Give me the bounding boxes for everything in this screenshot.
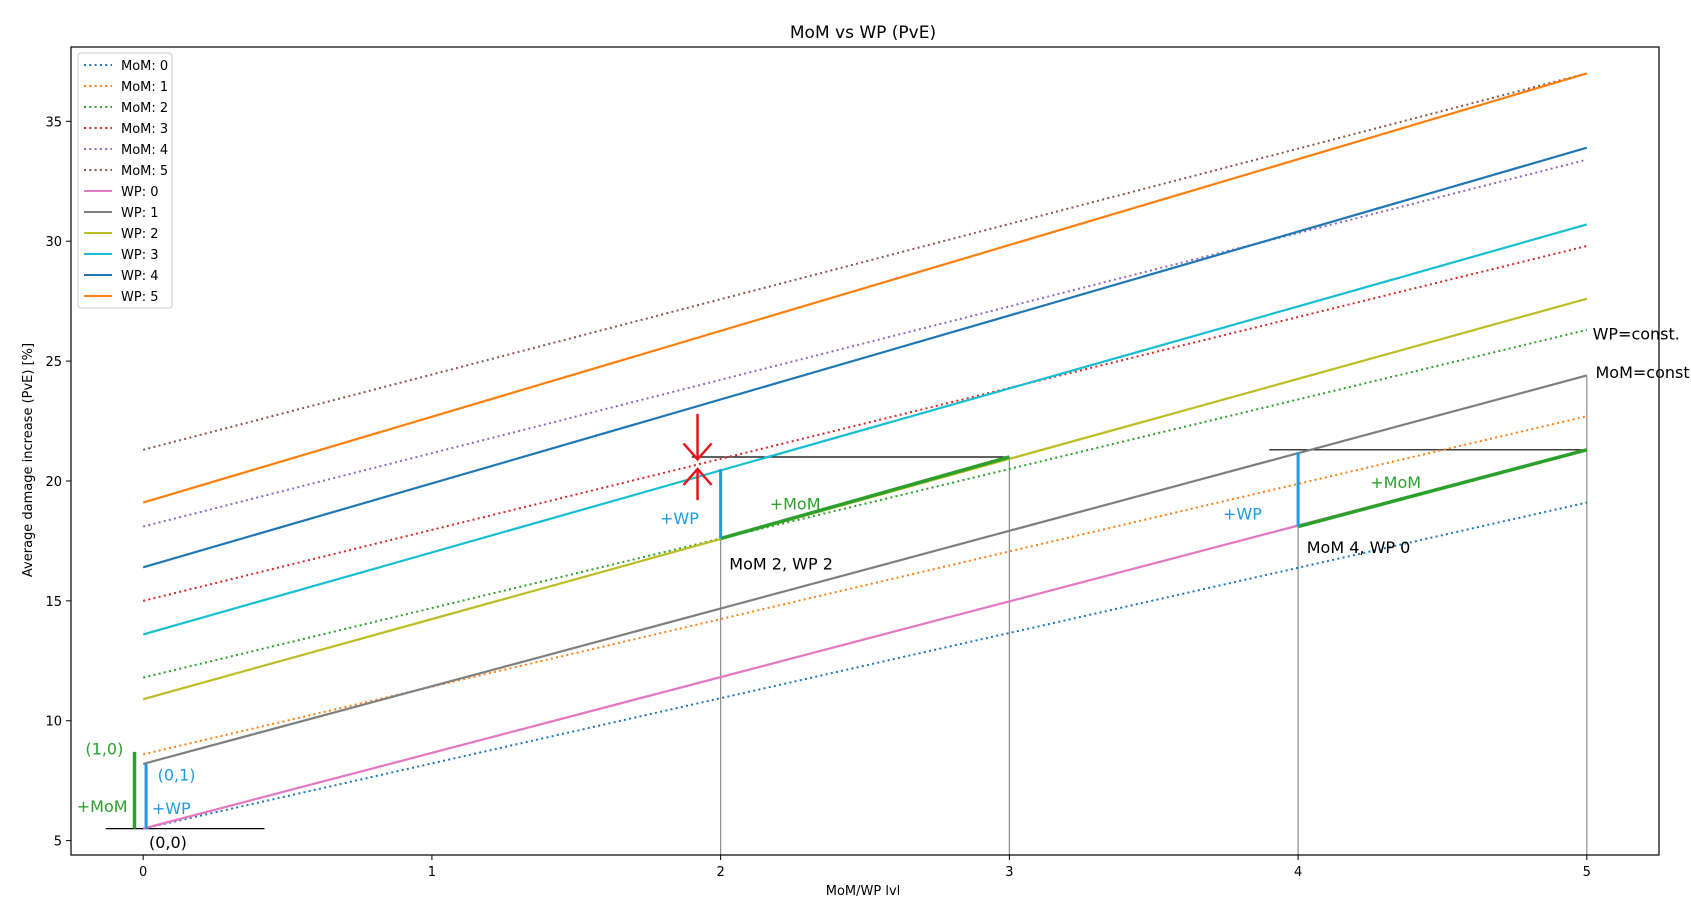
y-tick-label: 30 — [45, 235, 62, 250]
x-tick-label: 3 — [1005, 865, 1013, 880]
y-tick-label: 15 — [45, 595, 62, 610]
annotation-text: WP=const. — [1593, 325, 1680, 344]
legend-entry: WP: 1 — [121, 206, 158, 221]
annotations: (1,0) (0,1) +MoM +WP (0,0) +WP +MoM MoM 2, WP 2… — [77, 325, 1691, 852]
step-bars — [132, 448, 1588, 829]
legend-entry: WP: 0 — [121, 185, 158, 200]
legend-box — [77, 52, 173, 309]
axes: 0 1 2 3 4 5 5 10 15 20 25 30 35 — [45, 46, 1660, 880]
legend: MoM: 0 MoM: 1 MoM: 2 MoM: 3 MoM: 4 MoM: 5 WP: … — [77, 52, 173, 309]
x-axis-label: MoM/WP lvl — [826, 884, 901, 899]
legend-entry: MoM: 4 — [121, 143, 168, 158]
x-tick-label: 1 — [428, 865, 436, 880]
series-lines — [142, 72, 1588, 830]
x-tick-label: 0 — [139, 865, 147, 880]
y-axis-label: Average damage increase (PvE) [%] — [21, 343, 36, 577]
x-tick-label: 5 — [1583, 865, 1591, 880]
legend-entry: MoM: 2 — [121, 101, 168, 116]
mom-step-bar — [720, 455, 1010, 541]
annotation-text: (0,1) — [158, 766, 196, 785]
red-arrow-up-head — [682, 467, 713, 486]
reference-lines — [105, 375, 1588, 855]
legend-entry: MoM: 3 — [121, 122, 168, 137]
series-line — [142, 374, 1588, 765]
annotation-text: +MoM — [770, 495, 821, 514]
mom-step-bar — [1297, 448, 1588, 529]
legend-entry: WP: 3 — [121, 248, 158, 263]
annotation-text: (0,0) — [149, 833, 187, 852]
legend-entry: WP: 5 — [121, 290, 158, 305]
annotation-text: +MoM — [77, 797, 128, 816]
y-tick-label: 20 — [45, 475, 62, 490]
legend-entry: MoM: 0 — [121, 59, 168, 74]
red-arrows — [682, 413, 713, 501]
series-line — [142, 245, 1588, 602]
annotation-text: MoM 4, WP 0 — [1307, 538, 1411, 557]
y-tick-label: 5 — [54, 835, 62, 850]
series-line — [142, 72, 1588, 504]
chart-title: MoM vs WP (PvE) — [790, 23, 936, 43]
legend-entry: MoM: 5 — [121, 164, 168, 179]
legend-entry: WP: 2 — [121, 227, 158, 242]
series-line — [142, 328, 1588, 679]
y-tick-label: 35 — [45, 115, 62, 130]
annotation-text: (1,0) — [85, 739, 123, 758]
series-line — [142, 146, 1588, 569]
annotation-text: +MoM — [1370, 473, 1421, 492]
x-tick-label: 2 — [716, 865, 724, 880]
x-tick-label: 4 — [1294, 865, 1302, 880]
annotation-text: +WP — [152, 799, 191, 818]
series-line — [142, 72, 1588, 451]
y-tick-label: 10 — [45, 715, 62, 730]
red-arrow-down-head — [682, 442, 713, 462]
legend-entry: WP: 4 — [121, 269, 158, 284]
annotation-text: MoM=const. — [1595, 363, 1691, 382]
series-line — [142, 415, 1588, 756]
annotation-text: MoM 2, WP 2 — [729, 555, 833, 574]
series-line — [142, 223, 1588, 636]
y-tick-label: 25 — [45, 355, 62, 370]
annotation-text: +WP — [1223, 504, 1262, 523]
annotation-text: +WP — [660, 509, 699, 528]
series-line — [142, 158, 1588, 528]
plot-frame — [70, 46, 1660, 856]
legend-entry: MoM: 1 — [121, 80, 168, 95]
